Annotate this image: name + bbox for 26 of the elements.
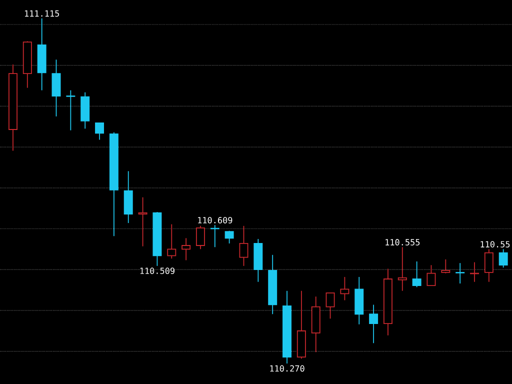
candlestick <box>224 230 234 244</box>
annotation: 110.55 <box>480 241 510 248</box>
candlestick <box>196 225 205 250</box>
candlestick <box>340 276 350 301</box>
candlestick <box>167 224 176 260</box>
candlestick <box>441 258 450 274</box>
candlestick <box>498 248 508 268</box>
annotation: 110.509 <box>140 268 174 274</box>
candlestick <box>52 59 61 117</box>
candlestick <box>124 170 133 224</box>
annotation: 110.609 <box>198 216 232 224</box>
candlestick <box>484 248 494 282</box>
candlestick <box>412 260 422 288</box>
candlestick <box>138 196 148 247</box>
candlestick <box>182 238 191 261</box>
candlestick <box>66 90 76 131</box>
candlestick <box>426 264 436 286</box>
candlestick <box>326 292 335 320</box>
annotation: 110.270 <box>270 365 304 372</box>
annotation: 111.115 <box>25 10 59 17</box>
candlestick <box>369 304 378 344</box>
candlestick <box>398 246 407 292</box>
candlestick <box>95 122 104 140</box>
candlestick <box>239 225 248 266</box>
annotation: 110.555 <box>386 239 420 246</box>
candlestick <box>456 262 465 284</box>
